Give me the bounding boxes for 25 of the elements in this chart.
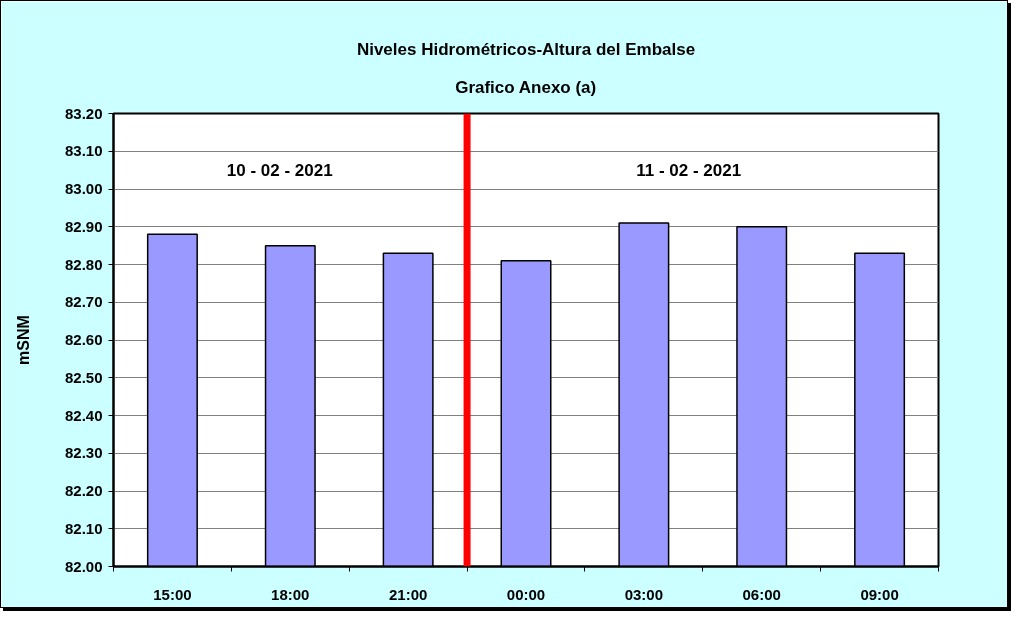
y-tick-label: 82.00 xyxy=(64,557,103,575)
x-tick-label: 18:00 xyxy=(271,585,310,603)
y-tick-label: 82.10 xyxy=(64,519,103,537)
x-tick-label: 15:00 xyxy=(153,585,192,603)
y-tick-label: 82.70 xyxy=(64,293,103,311)
y-tick-label: 82.20 xyxy=(64,482,103,499)
x-tick-label: 06:00 xyxy=(742,585,781,603)
y-tick-label: 83.00 xyxy=(64,180,103,197)
x-tick-label: 09:00 xyxy=(860,585,899,603)
annotation: 11 - 02 - 2021 xyxy=(636,160,742,180)
x-tick-label: 03:00 xyxy=(624,585,664,603)
y-tick-label: 82.50 xyxy=(64,368,103,386)
y-tick-label: 82.60 xyxy=(64,331,103,348)
y-tick-label: 82.40 xyxy=(64,406,103,424)
x-tick-label: 00:00 xyxy=(506,585,546,603)
y-axis-title: mSNM xyxy=(14,315,32,365)
y-tick-label: 83.10 xyxy=(64,142,103,160)
chart-subtitle: Grafico Anexo (a) xyxy=(455,77,597,97)
y-tick-label: 83.20 xyxy=(64,104,103,122)
y-tick-label: 82.30 xyxy=(64,444,103,462)
y-tick-label: 82.80 xyxy=(64,255,103,273)
y-tick-label: 82.90 xyxy=(64,217,103,235)
annotation: 10 - 02 - 2021 xyxy=(226,160,333,180)
x-tick-label: 21:00 xyxy=(388,585,428,603)
chart-title: Niveles Hidrométricos-Altura del Embalse xyxy=(356,39,696,59)
